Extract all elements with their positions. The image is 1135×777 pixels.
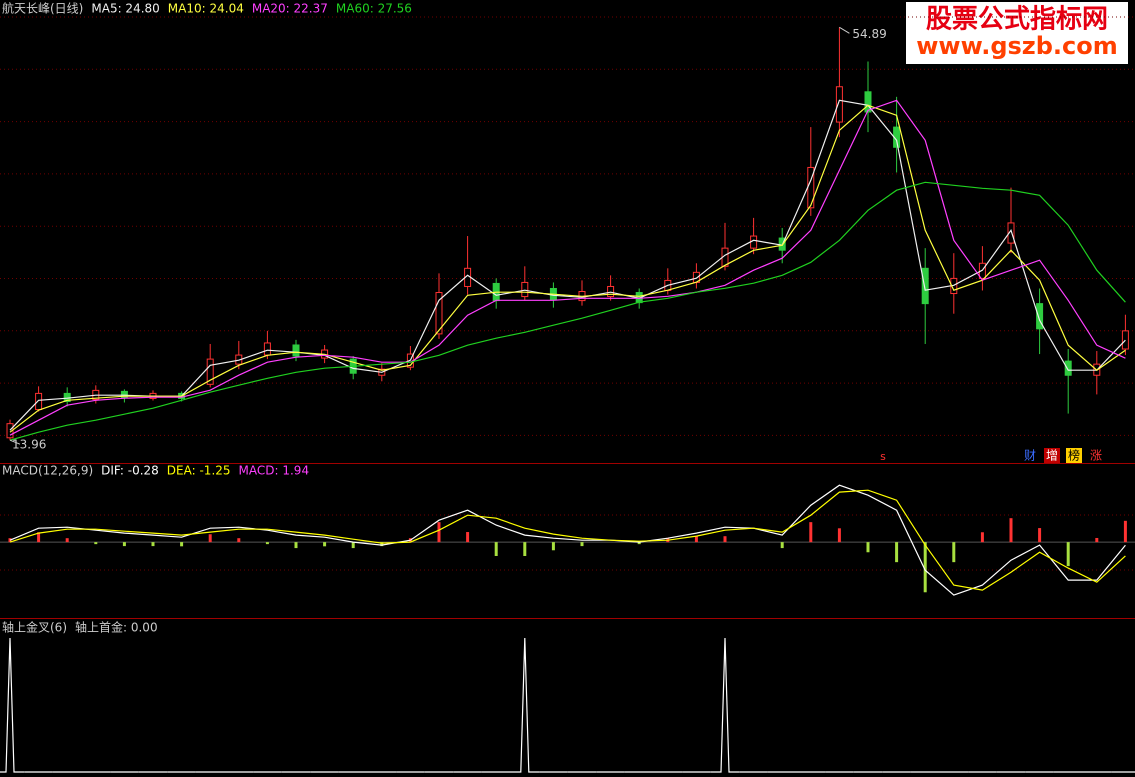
legend-label: MACD: 1.94 bbox=[239, 464, 310, 478]
legend-label: MA5: 24.80 bbox=[91, 2, 159, 16]
watermark-title: 股票公式指标网 bbox=[926, 5, 1108, 35]
legend-label: DIF: -0.28 bbox=[101, 464, 159, 478]
ma-line bbox=[9, 99, 1126, 436]
candle-body bbox=[292, 344, 300, 357]
candle-body bbox=[521, 281, 529, 298]
ma-line bbox=[9, 104, 1126, 433]
candle-body bbox=[864, 91, 872, 113]
candle-body bbox=[1121, 330, 1129, 350]
candle-body bbox=[263, 342, 271, 356]
high-leader bbox=[839, 26, 850, 34]
ma-line bbox=[9, 181, 1126, 441]
candle-body bbox=[1036, 303, 1044, 330]
macd-line bbox=[9, 489, 1126, 591]
legend-label: MA60: 27.56 bbox=[336, 2, 412, 16]
badge: 财 bbox=[1024, 449, 1036, 463]
candle-body bbox=[35, 392, 43, 411]
signal-spike bbox=[0, 637, 25, 773]
badge: 涨 bbox=[1090, 448, 1102, 463]
badge-bg bbox=[1044, 448, 1060, 463]
candle-body bbox=[1007, 222, 1015, 244]
marker: s bbox=[880, 450, 886, 463]
legend-label: MACD(12,26,9) bbox=[2, 464, 93, 478]
low-leader bbox=[9, 439, 21, 445]
badge: 增 bbox=[1046, 449, 1058, 463]
candle-body bbox=[921, 267, 929, 305]
signal-spike bbox=[710, 637, 740, 773]
badge-bg bbox=[1066, 448, 1082, 463]
candle-body bbox=[206, 358, 214, 385]
ma-line bbox=[9, 99, 1126, 431]
candle-body bbox=[1064, 360, 1072, 376]
low-label: 13.96 bbox=[12, 438, 46, 452]
candle-body bbox=[435, 292, 443, 335]
macd-line bbox=[9, 484, 1126, 596]
legend-label: 轴上首金: 0.00 bbox=[75, 620, 158, 635]
watermark-box bbox=[906, 2, 1128, 64]
candle-body bbox=[6, 423, 14, 439]
legend-label: MA20: 22.37 bbox=[252, 2, 328, 16]
legend-label: DEA: -1.25 bbox=[167, 464, 231, 478]
legend-label: MA10: 24.04 bbox=[168, 2, 244, 16]
candle-body bbox=[120, 390, 128, 398]
legend-label: 航天长峰(日线) bbox=[2, 1, 83, 16]
badge: 榜 bbox=[1068, 448, 1080, 463]
candle-body bbox=[750, 235, 758, 249]
legend-label: 轴上金叉(6) bbox=[2, 620, 67, 635]
signal-spike bbox=[510, 637, 540, 773]
watermark-url: www.gszb.com bbox=[916, 32, 1118, 60]
high-label: 54.89 bbox=[852, 27, 886, 41]
candle-body bbox=[835, 86, 843, 123]
candle-body bbox=[607, 285, 615, 298]
